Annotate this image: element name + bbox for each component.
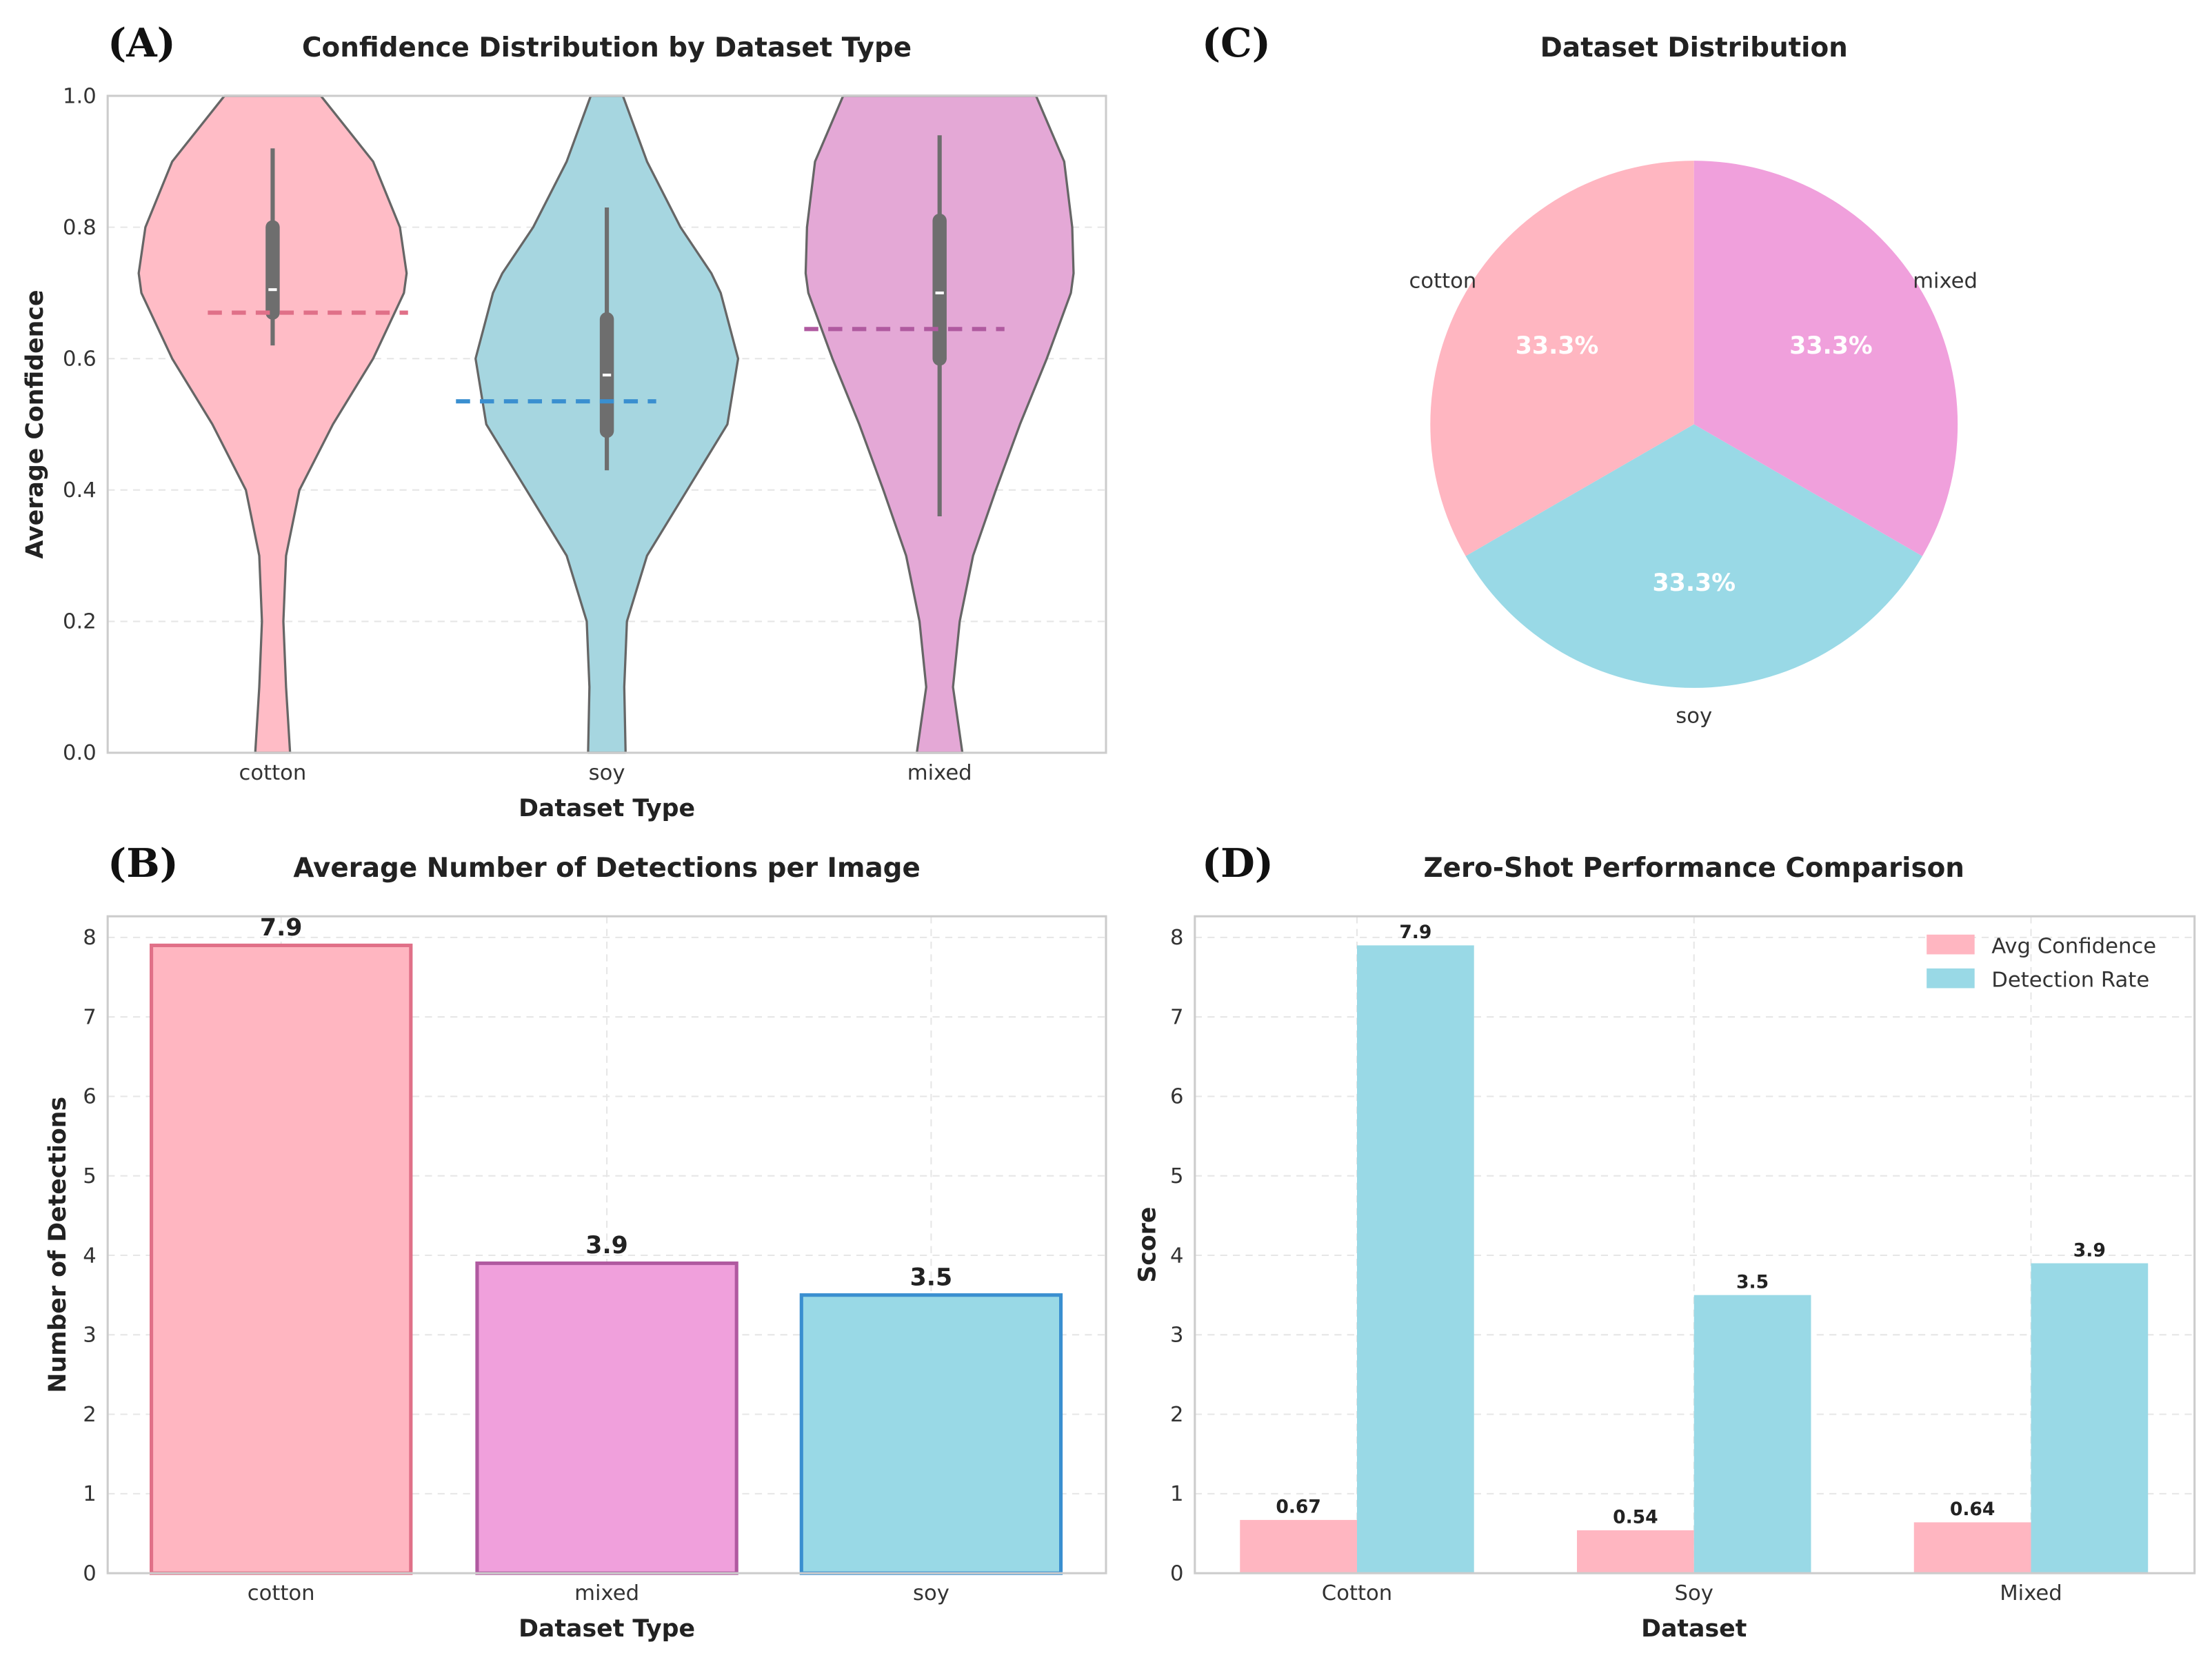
pie-category-label: cotton: [1409, 269, 1477, 293]
pie-slice-mixed: [1693, 161, 1958, 556]
y-tick-label-b: 8: [83, 926, 97, 950]
y-axis-label-d: Score: [1134, 1207, 1162, 1283]
pie-category-label: mixed: [1913, 269, 1978, 293]
y-tick-label-a: 0.2: [63, 610, 97, 634]
y-tick-label-a: 0.4: [63, 478, 97, 503]
y-tick-label-d: 5: [1170, 1164, 1184, 1188]
bar-avg-confidence-cotton: [1240, 1519, 1358, 1574]
pie-slice-cotton: [1430, 161, 1694, 556]
chart-title-b: Average Number of Detections per Image: [293, 853, 920, 884]
x-tick-label-d: Mixed: [2000, 1581, 2062, 1605]
chart-title-d: Zero-Shot Performance Comparison: [1424, 853, 1964, 884]
pie-percent-label: 33.3%: [1652, 569, 1736, 597]
y-tick-label-d: 7: [1170, 1005, 1184, 1029]
x-tick-label-b: cotton: [248, 1581, 315, 1605]
legend-swatch: [1927, 934, 1975, 955]
panel-label-d: (D): [1202, 840, 1274, 886]
y-axis-label-b: Number of Detections: [44, 1097, 72, 1393]
x-tick-label-a: mixed: [907, 761, 972, 785]
bar-value-label: 0.67: [1276, 1497, 1321, 1518]
bar-detection-rate-soy: [1693, 1295, 1811, 1574]
x-tick-label-d: Soy: [1675, 1581, 1713, 1605]
y-tick-label-b: 6: [83, 1085, 97, 1109]
y-tick-label-b: 2: [83, 1403, 97, 1427]
grouped-bar-chart: 0 1 2 3 4 5 6 7 8 0.67 7.9 Cotton 0.54 3.5 Soy 0.64 3.9 M…: [1170, 915, 2196, 1605]
x-axis-label-a: Dataset Type: [519, 795, 695, 822]
chart-title-c: Dataset Distribution: [1540, 32, 1848, 63]
y-tick-label-b: 4: [83, 1244, 97, 1268]
bar-value-label: 7.9: [260, 914, 303, 942]
x-axis-label-b: Dataset Type: [519, 1615, 695, 1643]
bar-avg-confidence-soy: [1577, 1530, 1694, 1574]
bar-value-label: 7.9: [1399, 922, 1431, 943]
x-tick-label-b: mixed: [574, 1581, 639, 1605]
y-tick-label-d: 8: [1170, 926, 1184, 950]
bar-value-label: 3.9: [585, 1232, 628, 1259]
pie-percent-label: 33.3%: [1789, 332, 1873, 360]
panel-label-c: (C): [1202, 19, 1271, 66]
legend-label: Detection Rate: [1991, 968, 2149, 992]
y-tick-label-d: 1: [1170, 1482, 1184, 1506]
detections-bar-chart: 0 1 2 3 4 5 6 7 8 7.9 cotton 3.9 mixed 3.5 soy: [83, 914, 1107, 1605]
x-tick-label-a: cotton: [239, 761, 307, 785]
pie-category-label: soy: [1676, 704, 1712, 728]
y-tick-label-a: 0.6: [63, 347, 97, 371]
violin-chart: 0.0 0.2 0.4 0.6 0.8 1.0 cotton soy mixed: [63, 84, 1107, 785]
legend-label: Avg Confidence: [1991, 934, 2156, 958]
y-tick-label-a: 0.8: [63, 216, 97, 240]
bar-value-label: 3.5: [910, 1264, 953, 1291]
bar-value-label: 3.9: [2073, 1239, 2106, 1261]
x-tick-label-b: soy: [913, 1581, 949, 1605]
bar-value-label: 0.54: [1613, 1507, 1658, 1528]
plot-frame-b: [106, 915, 1107, 1574]
bar-value-label: 3.5: [1736, 1271, 1769, 1293]
x-tick-label-a: soy: [589, 761, 625, 785]
plot-frame-a: [106, 94, 1107, 754]
bar-mixed: [475, 1261, 738, 1575]
bar-soy: [799, 1293, 1063, 1575]
x-tick-label-d: Cotton: [1322, 1581, 1392, 1605]
panel-label-b: (B): [108, 840, 179, 886]
pie-chart: 33.3% cotton 33.3% soy 33.3% mixed: [1409, 161, 1978, 728]
bar-cotton: [150, 943, 413, 1575]
bar-avg-confidence-mixed: [1913, 1522, 2031, 1574]
plot-frame-d: [1194, 915, 2196, 1574]
bar-value-label: 0.64: [1950, 1499, 1995, 1520]
y-axis-label-a: Average Confidence: [21, 290, 49, 558]
bar-detection-rate-mixed: [2031, 1263, 2149, 1574]
y-tick-label-d: 2: [1170, 1403, 1184, 1427]
y-tick-label-d: 6: [1170, 1085, 1184, 1109]
y-tick-label-d: 3: [1170, 1324, 1184, 1348]
bar-detection-rate-cotton: [1357, 945, 1474, 1574]
y-tick-label-d: 0: [1170, 1561, 1184, 1585]
y-tick-label-b: 0: [83, 1561, 97, 1585]
y-tick-label-a: 1.0: [63, 84, 97, 108]
y-tick-label-b: 3: [83, 1324, 97, 1348]
legend-swatch: [1927, 968, 1975, 989]
y-tick-label-b: 1: [83, 1482, 97, 1506]
y-tick-label-b: 7: [83, 1005, 97, 1029]
y-tick-label-a: 0.0: [63, 741, 97, 765]
x-axis-label-d: Dataset: [1641, 1615, 1747, 1643]
y-tick-label-d: 4: [1170, 1244, 1184, 1268]
panel-label-a: (A): [108, 19, 176, 66]
chart-title-a: Confidence Distribution by Dataset Type: [302, 32, 912, 63]
pie-percent-label: 33.3%: [1516, 332, 1599, 360]
y-tick-label-b: 5: [83, 1164, 97, 1188]
